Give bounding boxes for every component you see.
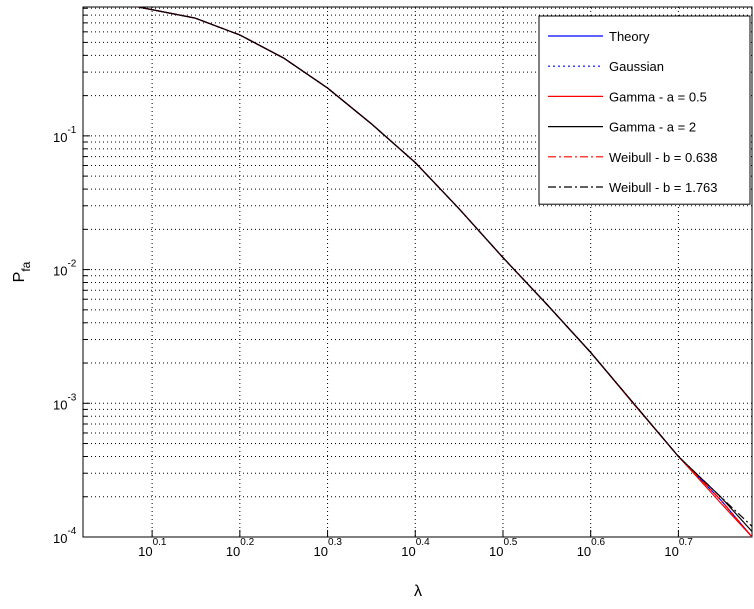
x-tick-exponent: 0.1 xyxy=(153,537,167,548)
x-tick-exponent: 0.3 xyxy=(328,537,342,548)
y-tick-base: 10 xyxy=(53,130,67,145)
y-tick-label: 10-3 xyxy=(53,392,77,412)
x-tick-exponent: 0.6 xyxy=(591,537,605,548)
x-tick-label: 100.3 xyxy=(314,537,343,559)
plot-frame xyxy=(82,6,753,538)
legend-label: Gamma - a = 2 xyxy=(609,120,696,135)
x-tick-label: 100.1 xyxy=(138,537,167,559)
x-tick-base: 10 xyxy=(138,544,152,559)
y-tick-base: 10 xyxy=(53,397,67,412)
x-tick-label: 100.6 xyxy=(577,537,606,559)
x-tick-base: 10 xyxy=(664,544,678,559)
y-tick-exponent: -3 xyxy=(67,392,76,403)
y-axis-label: Pfa xyxy=(11,261,33,282)
legend-label: Weibull - b = 1.763 xyxy=(609,180,718,195)
series-line xyxy=(138,6,753,527)
x-tick-base: 10 xyxy=(226,544,240,559)
legend-label: Gamma - a = 0.5 xyxy=(609,89,707,104)
y-tick-exponent: -2 xyxy=(67,259,76,270)
y-tick-exponent: -1 xyxy=(67,125,76,136)
x-tick-exponent: 0.4 xyxy=(416,537,430,548)
legend-box xyxy=(538,15,751,205)
y-tick-label: 10-4 xyxy=(53,526,77,546)
y-tick-label: 10-2 xyxy=(53,259,77,279)
x-tick-base: 10 xyxy=(577,544,591,559)
legend-label: Gaussian xyxy=(609,59,664,74)
x-tick-exponent: 0.5 xyxy=(503,537,517,548)
x-tick-label: 100.4 xyxy=(401,537,430,559)
y-axis-label-main: P xyxy=(11,272,28,283)
x-tick-label: 100.5 xyxy=(489,537,518,559)
y-axis-label-sub: fa xyxy=(19,261,33,271)
x-tick-exponent: 0.7 xyxy=(679,537,693,548)
legend-label: Weibull - b = 0.638 xyxy=(609,150,718,165)
x-axis-label: λ xyxy=(414,583,422,600)
x-tick-base: 10 xyxy=(489,544,503,559)
y-tick-exponent: -4 xyxy=(67,526,76,537)
legend-label: Theory xyxy=(609,29,650,44)
y-tick-base: 10 xyxy=(53,264,67,279)
x-tick-base: 10 xyxy=(314,544,328,559)
y-tick-base: 10 xyxy=(53,531,67,546)
x-tick-label: 100.2 xyxy=(226,537,255,559)
x-tick-exponent: 0.2 xyxy=(240,537,254,548)
y-tick-label: 10-1 xyxy=(53,125,77,145)
x-tick-base: 10 xyxy=(401,544,415,559)
x-tick-label: 100.7 xyxy=(664,537,693,559)
